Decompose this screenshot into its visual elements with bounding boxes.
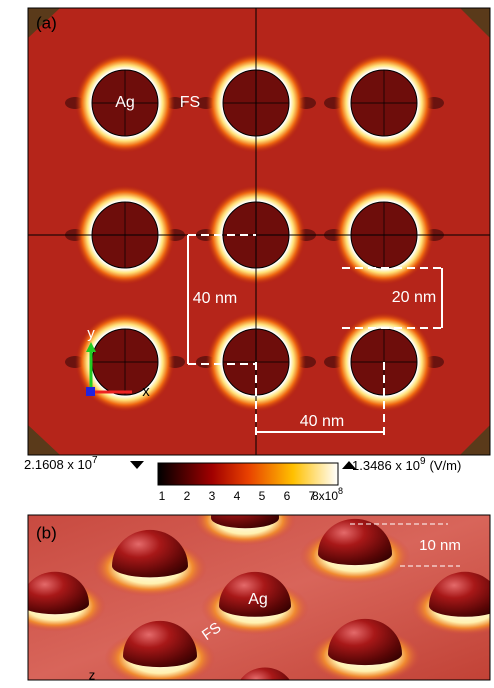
dome: [123, 620, 197, 668]
colorbar-min: 2.1608 x 107: [24, 455, 98, 473]
colorbar-tick-label: 5: [259, 489, 266, 503]
height-lines: [350, 523, 460, 567]
colorbar-tick-label: 2: [184, 489, 191, 503]
tick-exp: 8: [338, 486, 343, 496]
max-base: 1.3486 x 10: [352, 458, 420, 473]
material-label: Ag: [115, 94, 135, 111]
panel-frame: [27, 7, 491, 456]
max-unit: (V/m): [430, 458, 462, 473]
colorbar-tick-label: 1: [159, 489, 166, 503]
min-exp: 7: [92, 455, 98, 466]
dome: [28, 571, 89, 615]
axis-label: x: [142, 383, 150, 400]
panel-label: (b): [36, 523, 57, 542]
panel-frame: [27, 514, 491, 681]
colorbar-tick-label: 4: [234, 489, 241, 503]
min-base: 2.1608 x 10: [24, 457, 92, 472]
dome: [429, 571, 490, 617]
dome: [328, 618, 402, 666]
tick-base: 8x10: [312, 489, 338, 503]
dome: [112, 529, 188, 578]
dimension-label: 40 nm: [300, 413, 344, 430]
panel-label: (a): [36, 13, 57, 32]
colorbar-tick-label: 7: [309, 489, 316, 503]
colorbar-tick-label: 3: [209, 489, 216, 503]
axis-label: z: [89, 667, 96, 682]
max-marker: [342, 461, 356, 469]
substrate-label: FS: [180, 94, 200, 111]
dome: [219, 571, 291, 617]
max-exp: 9: [420, 456, 426, 467]
dome: [240, 667, 290, 680]
dimension-label: 40 nm: [193, 290, 237, 307]
axis-label: y: [87, 325, 95, 342]
dome: [211, 515, 279, 529]
dimension-lines: [187, 234, 444, 435]
dome: [318, 518, 392, 566]
colorbar-tick-label: 8x108: [312, 486, 343, 503]
panel-b: (b) 10 nm Ag FS z: [28, 515, 490, 682]
axis-triad: y x: [86, 325, 150, 400]
dimension-label: 20 nm: [392, 289, 436, 306]
min-marker: [130, 461, 144, 469]
panel-a: (a) Ag FS 40 nm 20 nm 40 nm y x: [28, 8, 490, 455]
colorbar-tick-label: 6: [284, 489, 291, 503]
colorbar-max: 1.3486 x 109 (V/m): [352, 456, 461, 474]
colorbar-gradient: [157, 462, 339, 486]
material-label: Ag: [248, 591, 268, 608]
height-label: 10 nm: [419, 537, 461, 554]
